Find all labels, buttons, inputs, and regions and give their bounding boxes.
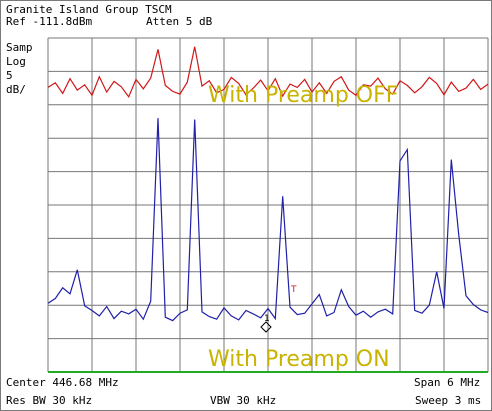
trace-preamp-on (47, 118, 489, 322)
trace-preamp-off (47, 46, 489, 99)
span: Span 6 MHz (414, 376, 481, 389)
center-frequency: Center 446.68 MHz (6, 376, 119, 389)
sweep-time: Sweep 3 ms (415, 394, 482, 407)
reference-level: Ref -111.8dBm (6, 15, 93, 28)
header-title: Granite Island Group TSCM (6, 3, 172, 16)
marker-t-label: T (290, 285, 297, 295)
detector-mode: Samp (6, 41, 33, 54)
scale-unit: dB/ (6, 83, 26, 96)
attenuation: Atten 5 dB (146, 15, 213, 28)
annotation-preamp-on: With Preamp ON (208, 347, 390, 372)
marker-1-diamond (260, 321, 272, 333)
marker-1-label: 1 (264, 314, 270, 324)
resolution-bandwidth: Res BW 30 kHz (6, 394, 93, 407)
annotation-preamp-off: With Preamp OFF (208, 83, 398, 108)
video-bandwidth: VBW 30 kHz (210, 394, 277, 407)
scale-value: 5 (6, 69, 13, 82)
scale-type: Log (6, 55, 26, 68)
